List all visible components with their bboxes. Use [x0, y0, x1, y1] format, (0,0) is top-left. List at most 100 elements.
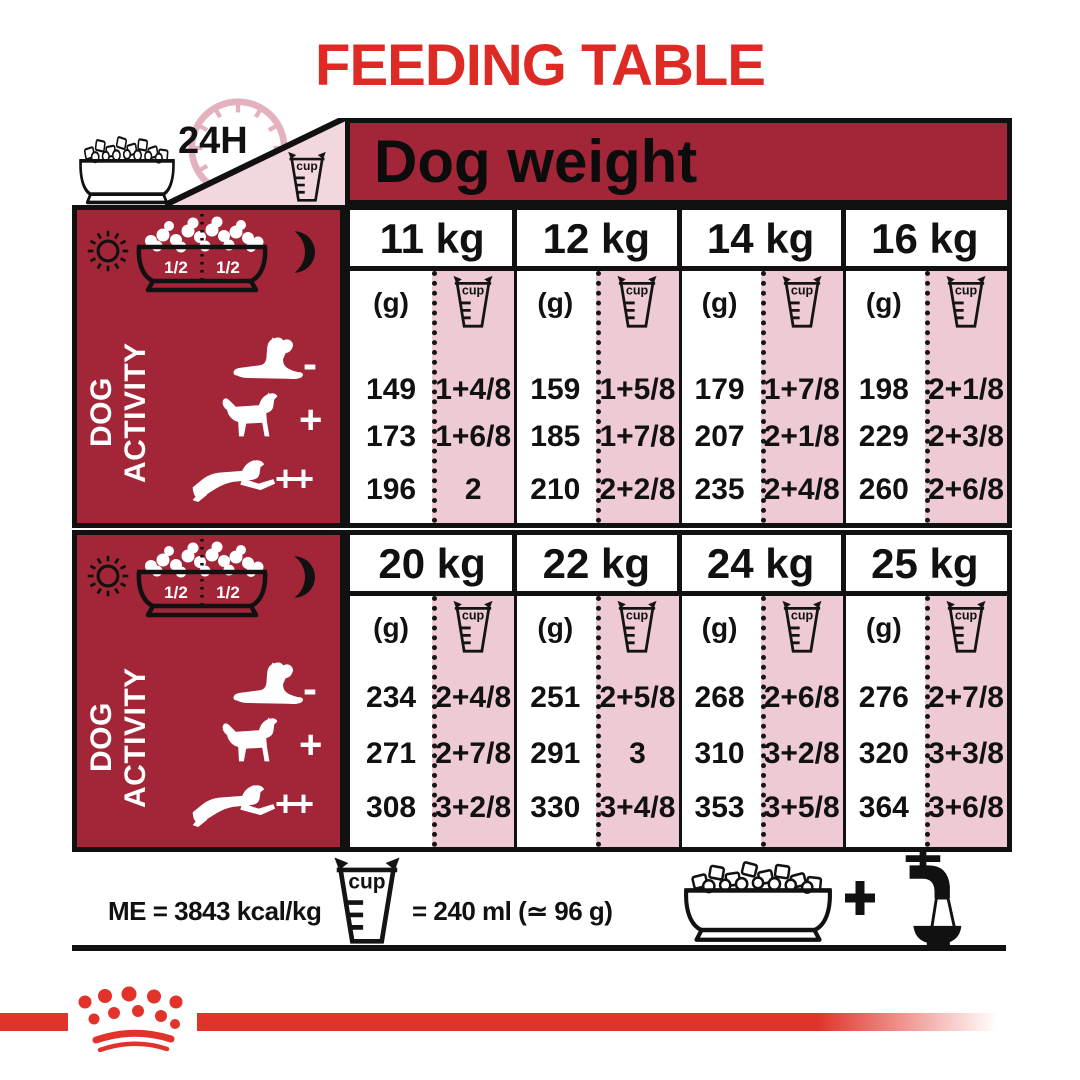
dog-lying-icon	[227, 659, 309, 707]
svg-text:cup: cup	[791, 284, 814, 298]
activity-high-sign: ++	[275, 783, 314, 824]
dog-running-icon	[189, 456, 277, 504]
weight-header: 20 kg	[378, 540, 486, 587]
grams-value: 276	[858, 681, 909, 714]
grams-value: 234	[366, 681, 417, 714]
moon-icon	[283, 555, 315, 599]
grams-value: 207	[694, 420, 745, 453]
grid-divider	[350, 266, 1007, 271]
grams-unit-label: (g)	[537, 287, 574, 318]
activity-moderate-sign: +	[299, 723, 323, 767]
svg-text:cup: cup	[462, 609, 485, 623]
weight-column-data: (g) cup 268 2+6/8 310 3+2/8 353 3+5/8	[679, 596, 843, 847]
footer-divider	[72, 945, 1006, 951]
grams-value: 260	[858, 473, 909, 506]
cup-value: 1+4/8	[435, 373, 512, 406]
weight-header: 16 kg	[871, 215, 979, 262]
page-title: FEEDING TABLE	[315, 33, 766, 98]
grams-unit-label: (g)	[537, 612, 574, 643]
half-ration-label: 1/2	[164, 258, 188, 277]
half-ration-label: 1/2	[216, 583, 240, 602]
measuring-cup-icon: cup	[286, 151, 328, 203]
grams-value: 268	[694, 681, 745, 714]
svg-text:cup: cup	[462, 284, 485, 298]
grid-divider	[512, 210, 518, 523]
weight-column-data: (g) cup 234 2+4/8 271 2+7/8 308 3+2/8	[350, 596, 515, 847]
grams-value: 173	[366, 420, 417, 453]
cup-value: 2+5/8	[599, 681, 676, 714]
dog-activity-label: DOG ACTIVITY	[85, 667, 152, 808]
cup-value: 3+2/8	[763, 737, 840, 770]
half-ration-label: 1/2	[216, 258, 240, 277]
measuring-cup-icon: cup	[596, 600, 678, 658]
cup-value: 3+4/8	[599, 791, 676, 824]
split-meal-bowl-icon: 1/2 1/2	[129, 539, 275, 623]
cup-value: 1+6/8	[435, 420, 512, 453]
grams-value: 320	[858, 737, 909, 770]
svg-text:cup: cup	[955, 609, 978, 623]
cup-value: 2+4/8	[435, 681, 512, 714]
grid-divider	[840, 535, 846, 847]
grams-value: 185	[530, 420, 581, 453]
weight-column-data: (g) cup 276 2+7/8 320 3+3/8 364 3+6/8	[843, 596, 1007, 847]
grams-unit-label: (g)	[865, 612, 902, 643]
water-tap-icon	[884, 850, 962, 946]
weight-column-data: (g) cup 198 2+1/8 229 2+3/8 260 2+6/8	[843, 271, 1007, 523]
grams-value: 364	[858, 791, 909, 824]
grams-unit-label: (g)	[701, 287, 738, 318]
grams-value: 330	[530, 791, 581, 824]
metabolizable-energy-label: ME = 3843 kcal/kg	[108, 896, 322, 926]
half-ration-label: 1/2	[164, 583, 188, 602]
grams-unit-label: (g)	[373, 612, 409, 643]
cup-value: 2+6/8	[763, 681, 840, 714]
grid-divider	[676, 210, 682, 523]
corner-triangle	[165, 118, 345, 205]
weight-grid-section-1: 11 kg 12 kg 14 kg 16 kg (g) cup 149 1+4/…	[345, 205, 1012, 528]
feeding-table: cup Dog weight 1/2 1/2 DOG ACTIVITY - + …	[72, 118, 1012, 852]
dog-weight-header: Dog weight	[345, 118, 1012, 205]
split-meal-bowl-icon: 1/2 1/2	[129, 214, 275, 298]
weight-header: 11 kg	[379, 215, 485, 262]
grams-unit-label: (g)	[865, 287, 902, 318]
dog-standing-icon	[219, 713, 283, 769]
activity-moderate-sign: +	[299, 398, 323, 442]
weight-grid-section-2: 20 kg 22 kg 24 kg 25 kg (g) cup 234 2+4/…	[345, 530, 1012, 852]
dog-running-icon	[189, 781, 277, 829]
grid-divider	[350, 591, 1007, 596]
grid-divider	[676, 535, 682, 847]
measuring-cup-icon: cup	[596, 275, 678, 333]
svg-text:cup: cup	[626, 284, 649, 298]
grams-unit-label: (g)	[701, 612, 738, 643]
cup-value: 3	[629, 737, 646, 770]
weight-column-data: (g) cup 179 1+7/8 207 2+1/8 235 2+4/8	[679, 271, 843, 523]
cup-column-strip	[596, 596, 679, 847]
cup-value: 3+6/8	[927, 791, 1004, 824]
cup-value: 2+7/8	[927, 681, 1004, 714]
measuring-cup-icon: cup	[432, 600, 514, 658]
grams-value: 271	[366, 737, 417, 770]
measuring-cup-icon: cup	[328, 856, 406, 946]
plus-icon	[845, 881, 875, 915]
cup-value: 2+1/8	[927, 373, 1004, 406]
weight-header: 22 kg	[542, 540, 651, 587]
cup-value: 2+6/8	[927, 473, 1004, 506]
cup-value: 2+2/8	[599, 473, 676, 506]
weight-column-data: (g) cup 251 2+5/8 291 3 330 3+4/8	[514, 596, 679, 847]
cup-column-strip	[432, 271, 515, 523]
cup-value: 1+7/8	[763, 373, 840, 406]
grams-value: 210	[530, 473, 581, 506]
cup-column-strip	[924, 596, 1007, 847]
dog-activity-panel: 1/2 1/2 DOG ACTIVITY - + ++	[72, 205, 345, 528]
svg-text:cup: cup	[626, 609, 649, 623]
measuring-cup-icon: cup	[761, 600, 843, 658]
cup-equivalence-label: = 240 ml (≃ 96 g)	[412, 896, 613, 926]
grams-value: 196	[366, 473, 417, 506]
kibble-bowl-icon	[676, 854, 840, 944]
weight-header: 24 kg	[706, 540, 815, 587]
cup-value: 1+7/8	[599, 420, 676, 453]
cup-value: 3+2/8	[435, 791, 512, 824]
cup-value: 2	[464, 473, 482, 506]
measuring-cup-icon: cup	[432, 275, 514, 333]
cup-value: 2+4/8	[763, 473, 840, 506]
sun-icon	[83, 226, 133, 276]
